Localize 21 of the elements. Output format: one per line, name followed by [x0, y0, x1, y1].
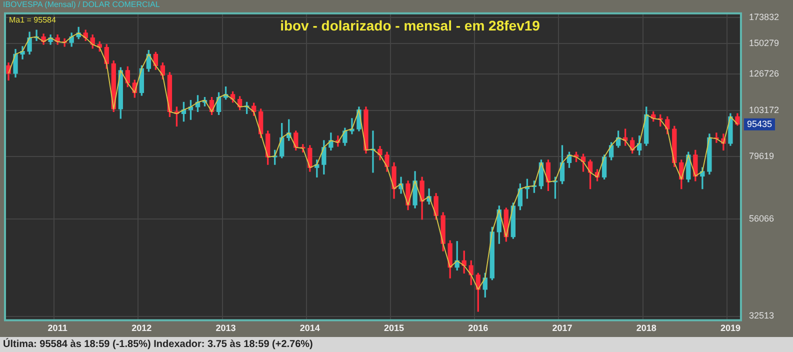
y-tick-label: 150279 — [748, 38, 780, 48]
x-tick-label: 2018 — [636, 323, 656, 334]
x-tick-label: 2015 — [384, 323, 404, 334]
y-tick-label: 103172 — [748, 105, 780, 116]
y-tick-label: 32513 — [748, 310, 774, 321]
text: Última: 95584 às 18:59 (-1.85%) Indexador: 3.75 às 18:59 (+2.76%) — [0, 337, 793, 352]
x-tick-label: 2016 — [468, 323, 488, 334]
x-tick-label: 2012 — [132, 323, 152, 334]
text: IBOVESPA (Mensal) / DOLAR COMERCIAL — [3, 0, 160, 9]
y-tick-label: 126726 — [748, 68, 780, 78]
y-tick-label: 173832 — [748, 12, 780, 22]
annotation: Ma1 = 95584 — [9, 16, 56, 25]
y-tick-label: 79619 — [748, 151, 774, 162]
chart-title: ibov - dolarizado - mensal - em 28fev19 — [280, 17, 540, 34]
x-tick-label: 2013 — [216, 323, 236, 334]
x-tick-label: 2014 — [300, 323, 320, 334]
annotation: 95435 — [746, 118, 772, 129]
x-tick-label: 2011 — [48, 323, 68, 334]
x-tick-label: 2017 — [552, 323, 572, 334]
y-tick-label: 56066 — [748, 214, 774, 224]
x-tick-label: 2019 — [720, 323, 740, 334]
